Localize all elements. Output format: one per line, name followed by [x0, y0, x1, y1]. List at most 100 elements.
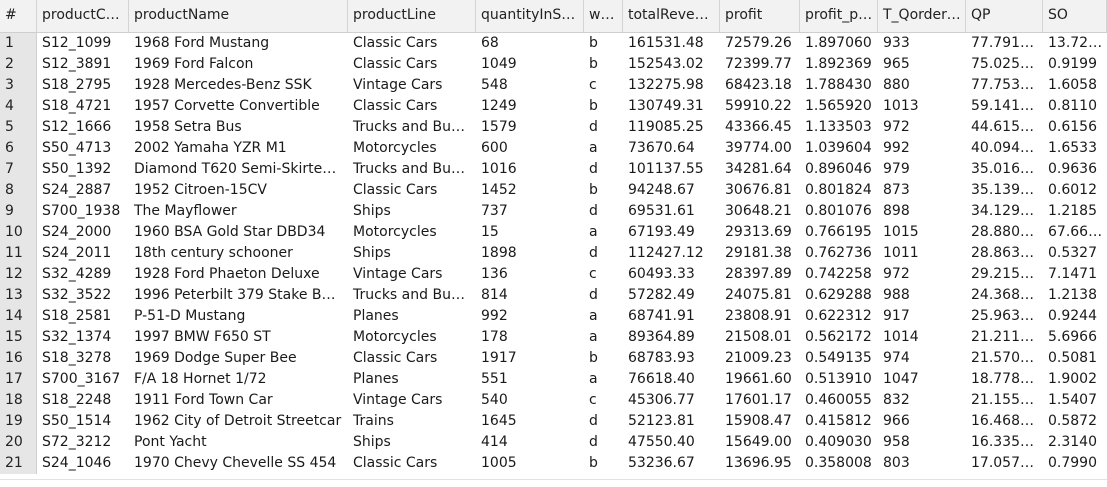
cell-t-qordered[interactable]: 979	[883, 161, 910, 177]
column-header-totalrevenue[interactable]: totalRevenue	[623, 0, 720, 32]
cell-productcode[interactable]: S700_1938	[42, 203, 121, 219]
table-row[interactable]: 9 S700_1938 The Mayflower Ships 737 d 69531.61…	[0, 201, 1107, 222]
cell-quantityinstock[interactable]: 1249	[481, 98, 517, 114]
table-row[interactable]: 4 S18_4721 1957 Corvette Convertible Classi…	[0, 96, 1107, 117]
cell-quantityinstock[interactable]: 178	[481, 329, 508, 345]
cell-totalrevenue[interactable]: 69531.61	[628, 203, 695, 219]
column-header-profit[interactable]: profit	[720, 0, 800, 32]
cell-quantityinstock[interactable]: 600	[481, 140, 508, 156]
cell-quantityinstock[interactable]: 1016	[481, 161, 517, 177]
cell-totalrevenue[interactable]: 101137.55	[628, 161, 704, 177]
cell-totalrevenue[interactable]: 119085.25	[628, 119, 704, 135]
cell-profit[interactable]: 19661.60	[725, 371, 792, 387]
cell-profit[interactable]: 24075.81	[725, 287, 792, 303]
cell-profit[interactable]: 39774.00	[725, 140, 792, 156]
cell-profit[interactable]: 17601.17	[725, 392, 792, 408]
cell-profit-pcnt[interactable]: 0.742258	[805, 266, 872, 282]
cell-warehousecode[interactable]: b	[589, 455, 598, 471]
cell-warehousecode[interactable]: d	[589, 119, 598, 135]
cell-totalrevenue[interactable]: 89364.89	[628, 329, 695, 345]
cell-warehousecode[interactable]: d	[589, 245, 598, 261]
cell-so[interactable]: 2.3140	[1048, 434, 1097, 450]
table-row[interactable]: 18 S18_2248 1911 Ford Town Car Vintage Cars…	[0, 390, 1107, 411]
cell-warehousecode[interactable]: b	[589, 182, 598, 198]
cell-productcode[interactable]: S50_1514	[42, 413, 112, 429]
row-number-cell[interactable]: 18	[0, 390, 37, 411]
cell-profit-pcnt[interactable]: 0.766195	[805, 224, 872, 240]
cell-warehousecode[interactable]: d	[589, 161, 598, 177]
table-row[interactable]: 14 S18_2581 P-51-D Mustang Planes 992 a 68741.…	[0, 306, 1107, 327]
cell-t-qordered[interactable]: 898	[883, 203, 910, 219]
cell-productname[interactable]: Diamond T620 Semi-Skirted Tanker	[134, 161, 348, 177]
cell-profit[interactable]: 30676.81	[725, 182, 792, 198]
cell-productcode[interactable]: S24_2000	[42, 224, 112, 240]
cell-productline[interactable]: Ships	[353, 245, 391, 261]
cell-quantityinstock[interactable]: 414	[481, 434, 508, 450]
cell-totalrevenue[interactable]: 68741.91	[628, 308, 695, 324]
cell-so[interactable]: 1.6533	[1048, 140, 1097, 156]
cell-profit-pcnt[interactable]: 0.762736	[805, 245, 872, 261]
cell-so[interactable]: 0.9636	[1048, 161, 1097, 177]
cell-profit-pcnt[interactable]: 1.788430	[805, 77, 872, 93]
cell-qp[interactable]: 17.057223	[971, 455, 1043, 471]
cell-so[interactable]: 67.6667	[1048, 224, 1106, 240]
cell-productcode[interactable]: S18_2795	[42, 77, 112, 93]
cell-productline[interactable]: Ships	[353, 203, 391, 219]
cell-quantityinstock[interactable]: 814	[481, 287, 508, 303]
cell-totalrevenue[interactable]: 132275.98	[628, 77, 704, 93]
cell-quantityinstock[interactable]: 1917	[481, 350, 517, 366]
cell-t-qordered[interactable]: 880	[883, 77, 910, 93]
cell-productline[interactable]: Vintage Cars	[353, 392, 443, 408]
cell-qp[interactable]: 29.215936	[971, 266, 1043, 282]
table-row[interactable]: 1 S12_1099 1968 Ford Mustang Classic Cars 68…	[0, 33, 1107, 54]
cell-profit-pcnt[interactable]: 0.562172	[805, 329, 872, 345]
cell-t-qordered[interactable]: 1011	[883, 245, 919, 261]
cell-quantityinstock[interactable]: 1645	[481, 413, 517, 429]
cell-quantityinstock[interactable]: 68	[481, 35, 499, 51]
cell-so[interactable]: 1.2185	[1048, 203, 1097, 219]
cell-profit[interactable]: 59910.22	[725, 98, 792, 114]
cell-warehousecode[interactable]: a	[589, 371, 598, 387]
cell-profit[interactable]: 15649.00	[725, 434, 792, 450]
cell-profit[interactable]: 30648.21	[725, 203, 792, 219]
cell-productname[interactable]: 1962 City of Detroit Streetcar	[134, 413, 342, 429]
cell-productname[interactable]: 1957 Corvette Convertible	[134, 98, 320, 114]
cell-so[interactable]: 0.5872	[1048, 413, 1097, 429]
cell-profit[interactable]: 13696.95	[725, 455, 792, 471]
cell-productcode[interactable]: S18_4721	[42, 98, 112, 114]
cell-quantityinstock[interactable]: 1898	[481, 245, 517, 261]
row-number-cell[interactable]: 16	[0, 348, 37, 369]
cell-productline[interactable]: Motorcycles	[353, 140, 437, 156]
cell-t-qordered[interactable]: 972	[883, 119, 910, 135]
cell-profit-pcnt[interactable]: 0.358008	[805, 455, 872, 471]
cell-productcode[interactable]: S18_2581	[42, 308, 112, 324]
cell-totalrevenue[interactable]: 60493.33	[628, 266, 695, 282]
table-row[interactable]: 17 S700_3167 F/A 18 Hornet 1/72 Planes 551 a 7…	[0, 369, 1107, 390]
column-header-productcode[interactable]: productCode	[37, 0, 129, 32]
cell-productcode[interactable]: S32_1374	[42, 329, 112, 345]
cell-totalrevenue[interactable]: 161531.48	[628, 35, 704, 51]
table-row[interactable]: 2 S12_3891 1969 Ford Falcon Classic Cars 104…	[0, 54, 1107, 75]
cell-qp[interactable]: 44.615689	[971, 119, 1043, 135]
cell-totalrevenue[interactable]: 94248.67	[628, 182, 695, 198]
cell-productcode[interactable]: S12_3891	[42, 56, 112, 72]
cell-profit-pcnt[interactable]: 0.622312	[805, 308, 872, 324]
column-header-t-qordered[interactable]: T_Qordered	[878, 0, 966, 32]
row-number-cell[interactable]: 20	[0, 432, 37, 453]
cell-qp[interactable]: 25.963915	[971, 308, 1043, 324]
cell-productname[interactable]: 1997 BMW F650 ST	[134, 329, 271, 345]
table-row[interactable]: 8 S24_2887 1952 Citroen-15CV Classic Cars 14…	[0, 180, 1107, 201]
table-row[interactable]: 20 S72_3212 Pont Yacht Ships 414 d 47550.40 156…	[0, 432, 1107, 453]
cell-productname[interactable]: 1928 Mercedes-Benz SSK	[134, 77, 312, 93]
cell-totalrevenue[interactable]: 130749.31	[628, 98, 704, 114]
cell-quantityinstock[interactable]: 1049	[481, 56, 517, 72]
cell-t-qordered[interactable]: 832	[883, 392, 910, 408]
cell-profit-pcnt[interactable]: 1.565920	[805, 98, 872, 114]
cell-profit[interactable]: 28397.89	[725, 266, 792, 282]
cell-productline[interactable]: Motorcycles	[353, 329, 437, 345]
cell-warehousecode[interactable]: a	[589, 140, 598, 156]
cell-productname[interactable]: 1928 Ford Phaeton Deluxe	[134, 266, 320, 282]
cell-productcode[interactable]: S32_4289	[42, 266, 112, 282]
cell-productcode[interactable]: S12_1666	[42, 119, 112, 135]
cell-productline[interactable]: Vintage Cars	[353, 266, 443, 282]
